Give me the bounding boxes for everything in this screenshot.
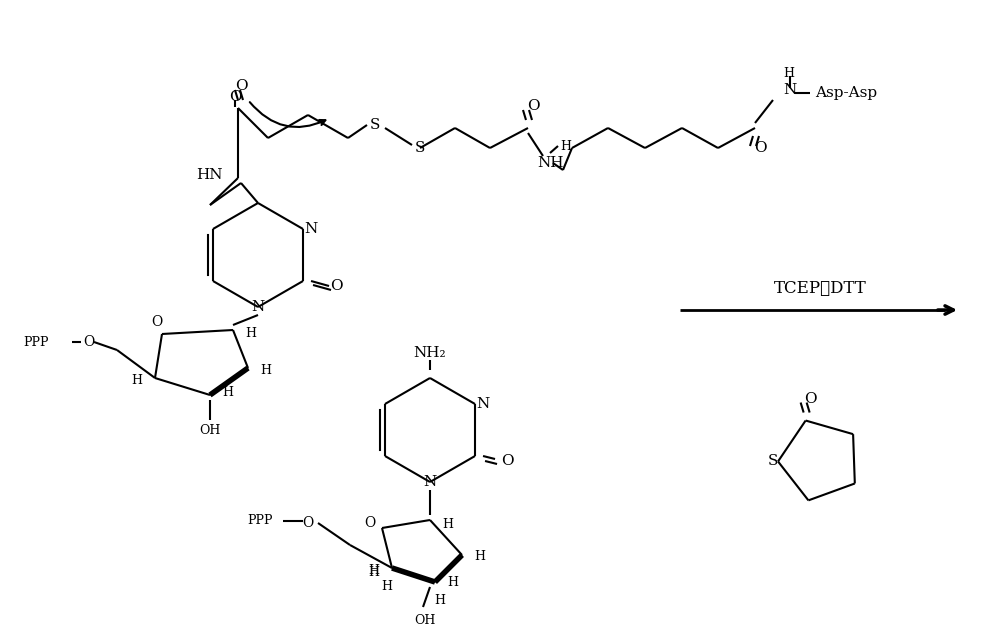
Text: N: N [251,300,265,314]
Text: O: O [151,315,163,329]
Text: N: N [423,475,437,489]
Text: H: H [369,563,380,576]
Text: H: H [434,594,446,606]
Text: S: S [370,118,380,132]
Text: O: O [83,335,95,349]
Text: H: H [442,519,454,531]
Text: O: O [229,90,241,104]
Text: H: H [261,363,272,376]
Text: PPP: PPP [24,335,49,349]
Text: N: N [476,397,490,411]
Text: O: O [364,516,376,530]
Text: O: O [235,79,247,93]
Text: O: O [501,454,513,468]
Text: O: O [804,392,817,406]
Text: N: N [783,83,796,97]
Text: H: H [448,576,458,588]
Text: S: S [415,141,425,155]
Text: OH: OH [414,613,436,626]
Text: TCEP或DTT: TCEP或DTT [774,279,866,297]
Text: H: H [246,326,257,340]
Text: H: H [132,374,143,387]
Text: H: H [369,567,380,579]
Text: HN: HN [197,168,223,182]
Text: OH: OH [199,424,221,437]
Text: S: S [768,454,778,469]
Text: H: H [382,579,392,592]
Text: Asp-Asp: Asp-Asp [815,86,877,100]
Text: O: O [330,279,342,293]
Text: PPP: PPP [248,515,273,528]
Text: N: N [304,222,318,236]
Text: O: O [754,141,766,155]
Text: NH₂: NH₂ [414,346,446,360]
Text: H: H [560,140,571,153]
Text: O: O [302,516,313,530]
Text: H: H [783,67,794,79]
Text: NH: NH [537,156,563,170]
Text: H: H [475,551,486,563]
Text: H: H [223,385,234,399]
Text: O: O [527,99,539,113]
